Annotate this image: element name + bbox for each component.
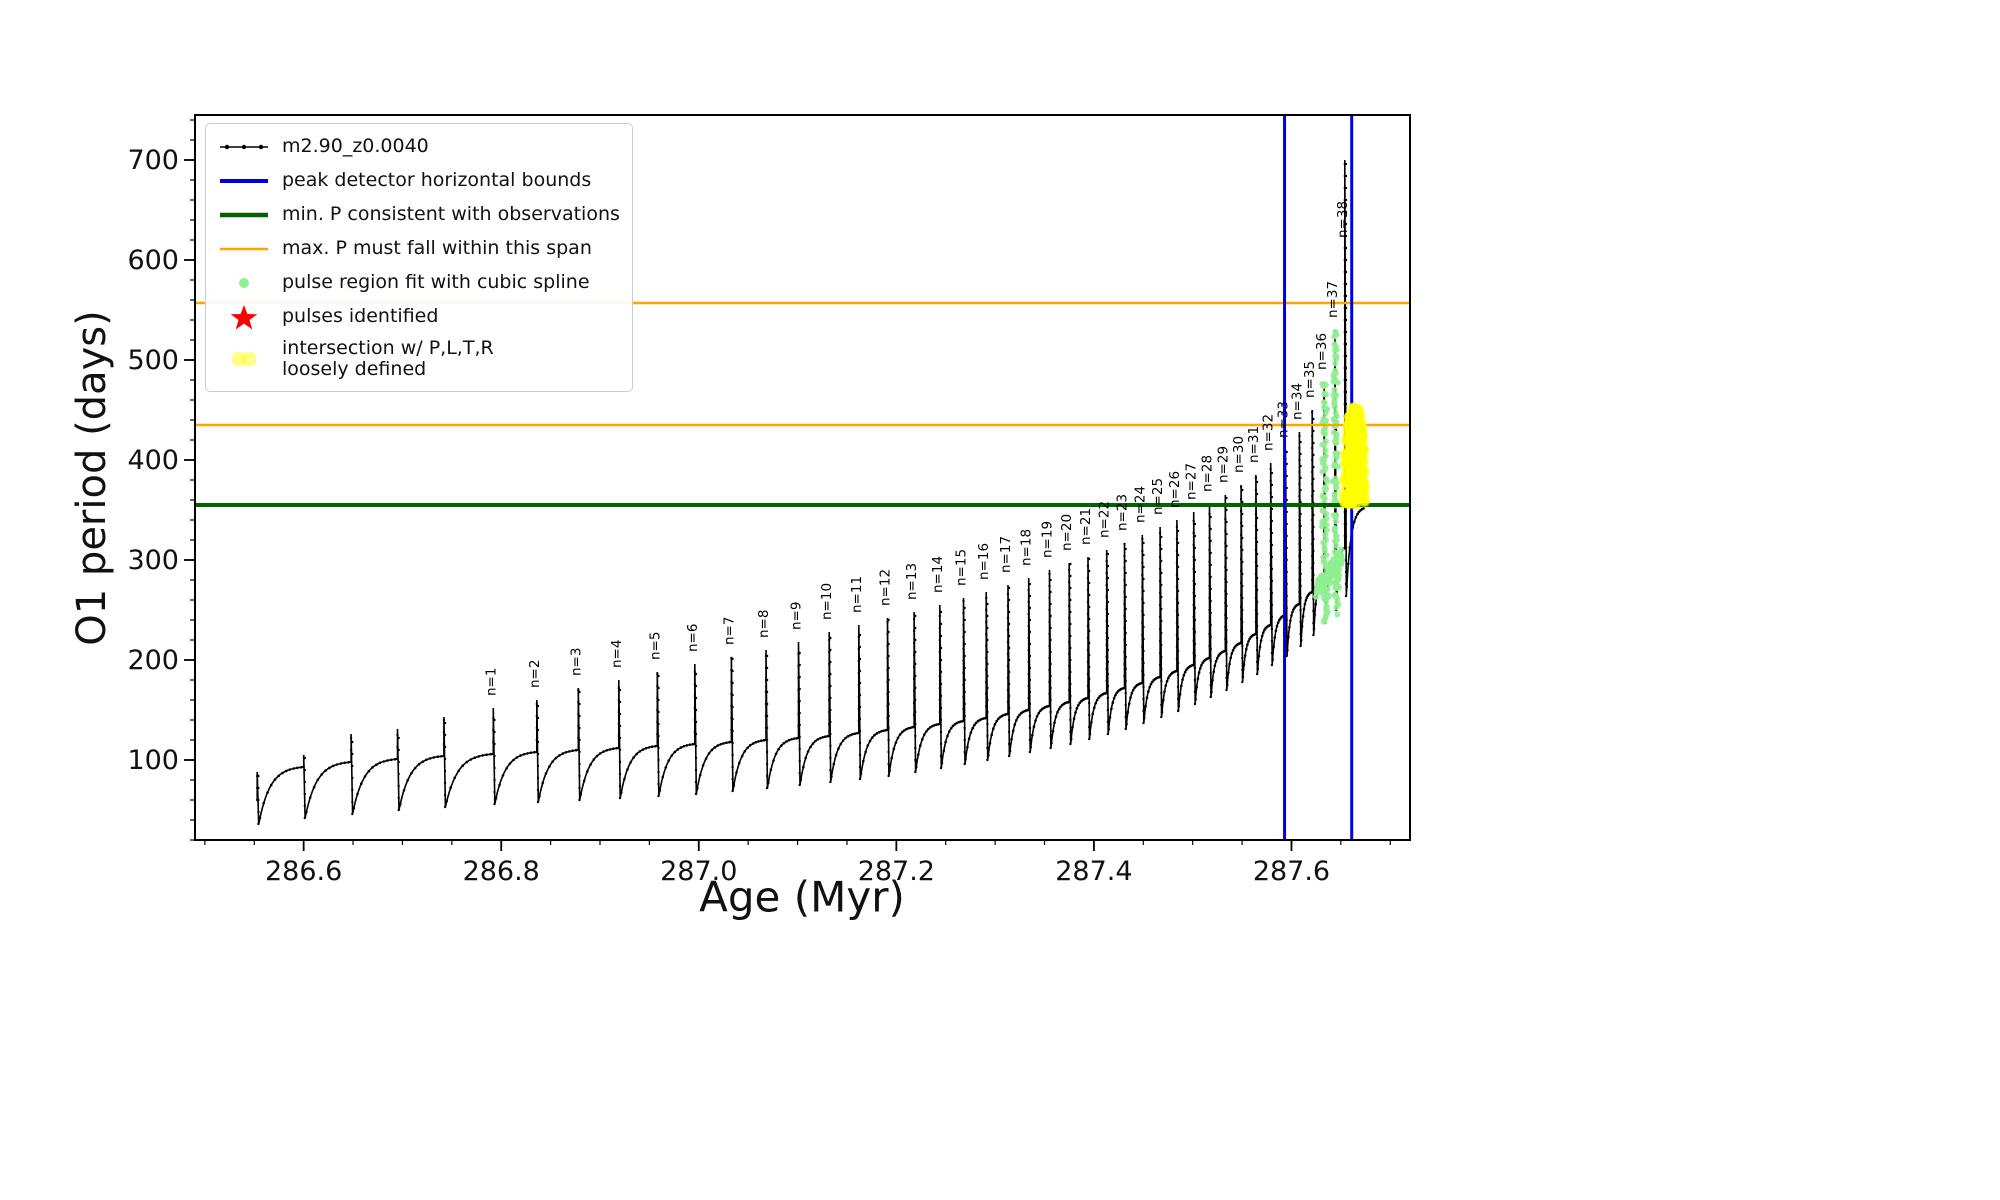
pulse-label: n=28: [1199, 455, 1215, 492]
pulse-label: n=27: [1184, 463, 1200, 500]
orange-line-icon: [220, 247, 268, 251]
pulse-label: n=36: [1314, 333, 1330, 370]
light-green-dot-icon: [239, 278, 249, 288]
x-tick-label: 287.0: [660, 856, 737, 887]
pulse-label: n=7: [721, 617, 737, 645]
pulse-label: n=22: [1097, 501, 1113, 538]
pulse-label: n=29: [1215, 446, 1231, 483]
legend-item-min-p: min. P consistent with observations: [218, 202, 620, 228]
y-tick-label: 400: [127, 445, 179, 476]
pulse-label: n=1: [483, 668, 499, 696]
legend-label: peak detector horizontal bounds: [282, 169, 592, 192]
x-axis-label: Age (Myr): [699, 872, 905, 922]
y-tick-label: 500: [127, 345, 179, 376]
legend-label: pulses identified: [282, 305, 439, 328]
light-curve: [256, 159, 1365, 826]
pulse-label: n=13: [904, 563, 920, 600]
pulse-label: n=3: [568, 648, 584, 676]
x-tick-label: 287.6: [1253, 856, 1330, 887]
pulse-label: n=12: [877, 569, 893, 606]
y-tick-label: 100: [127, 745, 179, 776]
pulse-label: n=34: [1289, 383, 1305, 420]
legend-label: max. P must fall within this span: [282, 237, 592, 260]
y-axis-label: O1 period (days): [69, 310, 115, 646]
legend: m2.90_z0.0040 peak detector horizontal b…: [205, 123, 633, 392]
legend-item-peak-bounds: peak detector horizontal bounds: [218, 168, 620, 194]
pulse-label: n=30: [1231, 436, 1247, 473]
legend-item-max-p: max. P must fall within this span: [218, 236, 620, 262]
pulse-label: n=38: [1335, 201, 1351, 238]
pulse-label: n=18: [1019, 529, 1035, 566]
pulse-label: n=2: [527, 660, 543, 688]
pulse-label: n=14: [930, 556, 946, 593]
spline-fit-region: [1313, 328, 1346, 625]
pulse-label: n=17: [998, 536, 1014, 573]
red-star-icon: [230, 305, 258, 330]
pulse-label: n=35: [1302, 361, 1318, 398]
intersection-region: [1338, 402, 1371, 511]
plot-border: [194, 114, 1411, 841]
yellow-blob-icon: [231, 351, 257, 367]
y-tick-label: 300: [127, 545, 179, 576]
pulse-label: n=9: [789, 602, 805, 630]
pulse-label: n=25: [1150, 478, 1166, 515]
legend-label: min. P consistent with observations: [282, 203, 620, 226]
y-tick-label: 600: [127, 245, 179, 276]
pulse-label: n=26: [1167, 471, 1183, 508]
legend-item-series: m2.90_z0.0040: [218, 134, 620, 160]
pulse-label: n=10: [819, 583, 835, 620]
pulse-label: n=8: [756, 610, 772, 638]
green-line-icon: [220, 212, 268, 218]
pulse-label: n=24: [1132, 486, 1148, 523]
pulse-label: n=15: [954, 549, 970, 586]
legend-label: pulse region fit with cubic spline: [282, 271, 590, 294]
y-tick-label: 200: [127, 645, 179, 676]
legend-label: m2.90_z0.0040: [282, 135, 429, 158]
pulse-label: n=16: [976, 543, 992, 580]
axes: 286.6 286.8 287.0 287.2 287.4 287.6 100 200 300 4…: [127, 114, 1411, 887]
pulse-label: n=23: [1115, 494, 1131, 531]
x-tick-label: 286.8: [463, 856, 540, 887]
y-tick-label: 700: [127, 145, 179, 176]
x-tick-label: 287.4: [1055, 856, 1132, 887]
pulse-label: n=31: [1246, 426, 1262, 463]
pulse-label: n=32: [1261, 414, 1277, 451]
pulse-label: n=19: [1039, 521, 1055, 558]
pulse-label: n=21: [1078, 508, 1094, 545]
series-line-icon: [220, 144, 268, 150]
x-tick-label: 286.6: [265, 856, 342, 887]
legend-item-intersection: intersection w/ P,L,T,R loosely defined: [218, 337, 620, 381]
pulse-label: n=4: [609, 640, 625, 668]
blue-line-icon: [220, 179, 268, 183]
legend-item-spline: pulse region fit with cubic spline: [218, 270, 620, 296]
pulse-label: n=37: [1325, 281, 1341, 318]
legend-item-pulses: pulses identified: [218, 304, 620, 330]
pulse-label: n=11: [849, 576, 865, 613]
x-tick-label: 287.2: [858, 856, 935, 887]
pulse-label: n=5: [647, 632, 663, 660]
pulse-label: n=20: [1059, 514, 1075, 551]
pulse-label: n=6: [685, 624, 701, 652]
pulse-label: n=33: [1276, 401, 1292, 438]
legend-label: intersection w/ P,L,T,R loosely defined: [282, 337, 494, 381]
pulse-labels: n=1 n=2 n=3 n=4 n=5 n=6 n=7 n=8 n=9 n=10 n=11 n=12 n…: [483, 201, 1350, 696]
